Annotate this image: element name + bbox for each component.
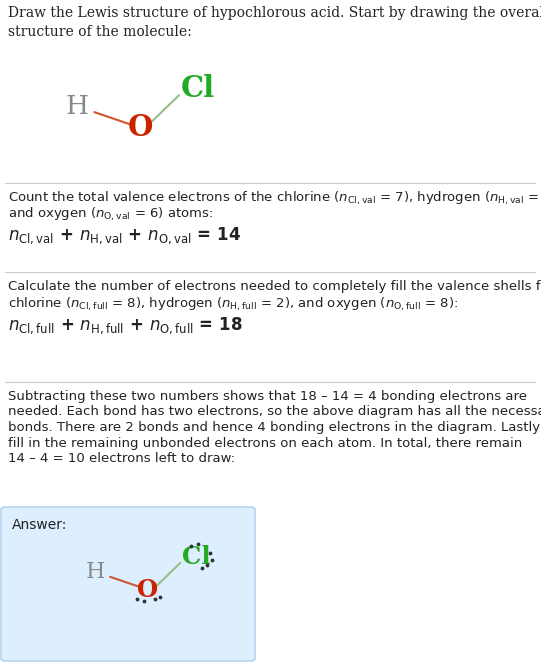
Text: Subtracting these two numbers shows that 18 – 14 = 4 bonding electrons are: Subtracting these two numbers shows that… [8,390,527,403]
Text: Calculate the number of electrons needed to completely fill the valence shells f: Calculate the number of electrons needed… [8,280,541,293]
Text: O: O [137,578,159,602]
Text: O: O [127,113,153,142]
Text: H: H [65,95,89,120]
Text: $n_\mathrm{Cl,full}$ + $n_\mathrm{H,full}$ + $n_\mathrm{O,full}$ = 18: $n_\mathrm{Cl,full}$ + $n_\mathrm{H,full… [8,315,243,336]
Text: $n_\mathrm{Cl,val}$ + $n_\mathrm{H,val}$ + $n_\mathrm{O,val}$ = 14: $n_\mathrm{Cl,val}$ + $n_\mathrm{H,val}$… [8,225,241,246]
FancyBboxPatch shape [1,507,255,661]
Text: and oxygen ($n_\mathrm{O,val}$ = 6) atoms:: and oxygen ($n_\mathrm{O,val}$ = 6) atom… [8,205,213,222]
Text: Count the total valence electrons of the chlorine ($n_\mathrm{Cl,val}$ = 7), hyd: Count the total valence electrons of the… [8,190,541,207]
Text: Answer:: Answer: [12,518,68,532]
Text: needed. Each bond has two electrons, so the above diagram has all the necessary: needed. Each bond has two electrons, so … [8,406,541,418]
Text: bonds. There are 2 bonds and hence 4 bonding electrons in the diagram. Lastly,: bonds. There are 2 bonds and hence 4 bon… [8,421,541,434]
Text: 14 – 4 = 10 electrons left to draw:: 14 – 4 = 10 electrons left to draw: [8,452,235,465]
Text: fill in the remaining unbonded electrons on each atom. In total, there remain: fill in the remaining unbonded electrons… [8,436,522,449]
Text: chlorine ($n_\mathrm{Cl,full}$ = 8), hydrogen ($n_\mathrm{H,full}$ = 2), and oxy: chlorine ($n_\mathrm{Cl,full}$ = 8), hyd… [8,295,458,312]
Text: Cl: Cl [182,545,211,569]
Text: H: H [85,561,105,583]
Text: Cl: Cl [181,73,215,103]
Text: Draw the Lewis structure of hypochlorous acid. Start by drawing the overall
stru: Draw the Lewis structure of hypochlorous… [8,6,541,40]
